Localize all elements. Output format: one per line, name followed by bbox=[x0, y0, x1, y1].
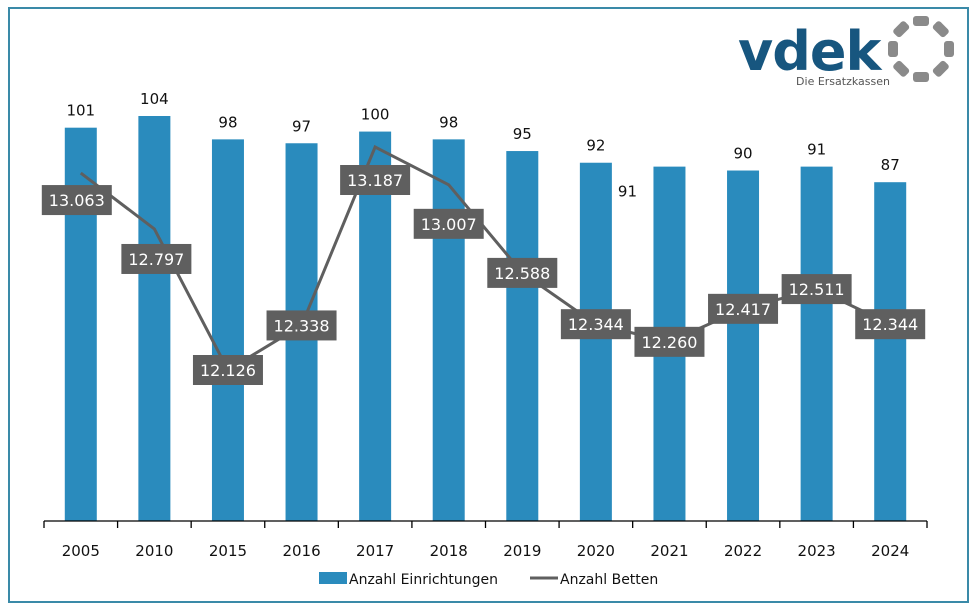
line-value-label: 13.187 bbox=[340, 165, 411, 195]
x-tick-label: 2018 bbox=[430, 542, 468, 560]
line-value-label: 13.063 bbox=[41, 185, 112, 216]
logo-ring-segment bbox=[913, 72, 929, 82]
bar-value-label: 100 bbox=[361, 106, 390, 124]
bar-value-label: 98 bbox=[218, 113, 237, 131]
bar-value-label: 91 bbox=[618, 183, 637, 201]
x-tick-label: 2017 bbox=[356, 542, 394, 560]
line-value-label: 12.797 bbox=[121, 243, 192, 274]
svg-text:12.511: 12.511 bbox=[789, 280, 845, 299]
x-tick-label: 2024 bbox=[871, 542, 909, 560]
svg-text:13.187: 13.187 bbox=[347, 171, 403, 190]
bar-value-label: 97 bbox=[292, 117, 311, 135]
svg-text:12.126: 12.126 bbox=[200, 361, 256, 380]
svg-text:12.417: 12.417 bbox=[715, 300, 771, 319]
x-tick-label: 2021 bbox=[650, 542, 688, 560]
line-value-label: 13.007 bbox=[413, 208, 484, 239]
bar-value-label: 101 bbox=[66, 102, 95, 120]
x-tick-label: 2020 bbox=[577, 542, 615, 560]
vdek-logo: vdek Die Ersatzkassen bbox=[738, 16, 954, 88]
bar-2020 bbox=[579, 162, 612, 521]
logo-ring-segment bbox=[888, 41, 898, 57]
bar-2017 bbox=[359, 131, 392, 522]
bar-value-label: 91 bbox=[807, 141, 826, 159]
bar-value-label: 92 bbox=[586, 137, 605, 155]
line-value-label: 12.126 bbox=[192, 355, 263, 385]
svg-text:13.063: 13.063 bbox=[49, 191, 105, 210]
svg-text:12.260: 12.260 bbox=[641, 333, 697, 352]
x-tick-label: 2019 bbox=[503, 542, 541, 560]
bar-2010 bbox=[138, 116, 171, 521]
x-tick-label: 2022 bbox=[724, 542, 762, 560]
bar-value-label: 87 bbox=[881, 156, 900, 174]
logo-ring-segment bbox=[932, 21, 949, 38]
logo-ring-segment bbox=[944, 41, 954, 57]
bar-value-label: 98 bbox=[439, 113, 458, 131]
logo-tagline: Die Ersatzkassen bbox=[796, 75, 890, 88]
bar-2023 bbox=[800, 166, 833, 521]
bar-2018 bbox=[432, 139, 465, 521]
logo-ring-segment bbox=[893, 60, 910, 77]
bar-2024 bbox=[874, 182, 907, 522]
legend-label: Anzahl Einrichtungen bbox=[349, 572, 498, 588]
logo-ring-segment bbox=[893, 21, 910, 38]
logo-ring-segment bbox=[913, 16, 929, 26]
line-value-label: 12.588 bbox=[487, 257, 558, 288]
logo-ring-segment bbox=[932, 60, 949, 77]
line-anzahl-betten bbox=[79, 144, 891, 373]
bar-value-label: 104 bbox=[140, 90, 169, 108]
svg-text:12.797: 12.797 bbox=[128, 250, 184, 269]
legend: Anzahl Einrichtungen Anzahl Betten bbox=[319, 572, 658, 588]
line-value-label: 12.260 bbox=[634, 326, 705, 357]
legend-label: Anzahl Betten bbox=[560, 572, 658, 588]
line-value-label: 12.511 bbox=[781, 274, 852, 305]
x-tick-label: 2005 bbox=[62, 542, 100, 560]
logo-ring-icon bbox=[888, 16, 954, 82]
line-value-label: 12.417 bbox=[708, 293, 779, 324]
bar-2019 bbox=[506, 151, 539, 521]
x-tick-label: 2023 bbox=[798, 542, 836, 560]
line-value-label: 12.338 bbox=[266, 310, 337, 341]
bar-value-label: 90 bbox=[733, 145, 752, 163]
svg-text:12.588: 12.588 bbox=[494, 264, 550, 283]
bar-value-label: 95 bbox=[513, 125, 532, 143]
svg-text:13.007: 13.007 bbox=[421, 215, 477, 234]
svg-text:12.338: 12.338 bbox=[274, 316, 330, 335]
legend-swatch-einrichtungen bbox=[319, 572, 347, 584]
bar-2022 bbox=[727, 170, 760, 521]
x-tick-label: 2016 bbox=[282, 542, 320, 560]
svg-text:12.344: 12.344 bbox=[568, 315, 624, 334]
x-tick-label: 2010 bbox=[135, 542, 173, 560]
line-value-label: 12.344 bbox=[560, 309, 631, 340]
svg-text:12.344: 12.344 bbox=[862, 315, 918, 334]
bar-2015 bbox=[211, 139, 244, 521]
line-value-label: 12.344 bbox=[855, 309, 926, 340]
logo-brand-text: vdek bbox=[738, 20, 882, 83]
x-tick-label: 2015 bbox=[209, 542, 247, 560]
